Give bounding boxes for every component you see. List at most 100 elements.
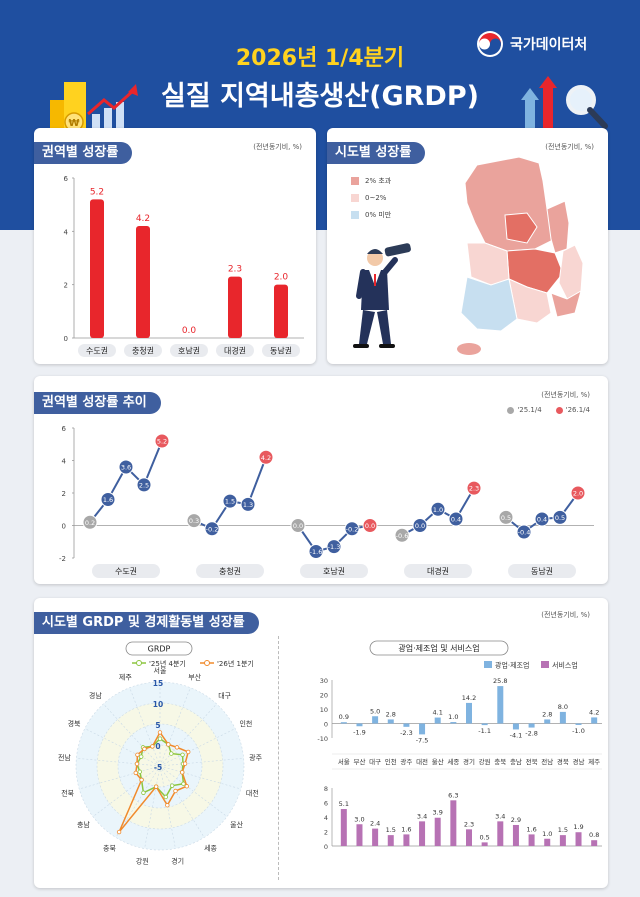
data-point bbox=[290, 518, 306, 533]
radar-tick-label: 10 bbox=[153, 700, 163, 709]
data-label: 1.0 bbox=[433, 506, 443, 514]
bar bbox=[90, 199, 104, 338]
data-label: 2.3 bbox=[469, 485, 479, 493]
category-pill bbox=[262, 344, 300, 357]
bar bbox=[356, 824, 363, 846]
data-point bbox=[552, 509, 568, 525]
coins-growth-illustration: ₩ bbox=[50, 82, 138, 134]
data-label: 0.4 bbox=[537, 516, 547, 524]
data-label: 0.8 bbox=[589, 831, 599, 839]
category-label: 대경권 bbox=[427, 566, 449, 576]
data-label: 0.0 bbox=[415, 522, 425, 530]
radar-point bbox=[137, 769, 143, 774]
radar-point bbox=[182, 761, 188, 766]
bar bbox=[544, 838, 551, 846]
legend-item: '25.1/4 bbox=[507, 406, 542, 414]
bar bbox=[228, 276, 242, 338]
radar-spoke bbox=[159, 757, 244, 767]
taegeuk-logo-icon bbox=[477, 31, 503, 57]
legend-marker bbox=[204, 660, 210, 666]
category-label: 대전 bbox=[416, 757, 428, 766]
legend-swatch-over2 bbox=[351, 177, 359, 185]
data-point bbox=[204, 521, 220, 537]
data-label: 0.2 bbox=[85, 519, 95, 527]
radar-point bbox=[133, 770, 138, 776]
bar bbox=[274, 284, 288, 338]
radar-point bbox=[166, 742, 171, 747]
section-title: 권역별 성장률 추이 bbox=[34, 392, 161, 414]
radar-spoke bbox=[115, 765, 161, 838]
radar-point bbox=[169, 751, 174, 756]
data-label: 14.2 bbox=[462, 694, 476, 702]
data-label: 2.3 bbox=[464, 820, 474, 828]
data-label: -1.6 bbox=[310, 548, 323, 556]
category-label: 충북 bbox=[494, 757, 506, 766]
data-point bbox=[222, 493, 238, 509]
legend-label: 0% 미만 bbox=[365, 211, 392, 219]
data-point bbox=[534, 511, 550, 527]
data-label: 1.5 bbox=[558, 826, 568, 834]
unit-label: (전년동기비, %) bbox=[253, 143, 302, 151]
bar bbox=[434, 717, 441, 724]
region-growth-card: 권역별 성장률 (전년동기비, %) 0 2 4 6 5.2 수도권 4.2 충청권 0.0 호남… bbox=[34, 128, 316, 364]
y-tick-label: 4 bbox=[64, 228, 69, 236]
legend-swatch-under0 bbox=[351, 211, 359, 219]
legend-marker bbox=[136, 660, 142, 666]
data-point bbox=[240, 496, 256, 512]
bar bbox=[387, 719, 394, 724]
category-label: 제주 bbox=[588, 758, 600, 766]
data-label: -4.1 bbox=[510, 731, 523, 739]
data-label: 2.0 bbox=[274, 273, 289, 283]
bar bbox=[575, 832, 582, 846]
data-point bbox=[344, 521, 360, 537]
bar bbox=[340, 809, 347, 846]
legend-marker bbox=[555, 406, 563, 414]
category-label: 충남 bbox=[510, 757, 522, 766]
data-label: -0.4 bbox=[518, 529, 531, 537]
legend-label: 2% 초과 bbox=[365, 177, 392, 185]
data-label: 3.0 bbox=[354, 815, 364, 823]
category-label: 경남 bbox=[573, 757, 585, 766]
magnifier-icon bbox=[566, 85, 608, 129]
data-label: 2.9 bbox=[511, 816, 521, 824]
province-detail-card: 시도별 GRDP 및 경제활동별 성장률 (전년동기비, %) GRDP '25년… bbox=[34, 598, 608, 888]
y-tick-label: 2 bbox=[64, 282, 68, 290]
title-line1: 2026년 1/4분기 bbox=[235, 46, 405, 71]
data-point bbox=[362, 518, 378, 533]
data-label: 1.0 bbox=[448, 713, 458, 721]
data-label: -0.2 bbox=[346, 525, 359, 533]
radar-axis-label: 전북 bbox=[61, 788, 74, 797]
radar-point bbox=[181, 781, 186, 786]
bar bbox=[136, 226, 150, 338]
radar-axis-label: 충남 bbox=[77, 820, 90, 829]
radar-axis-label: 부산 bbox=[188, 672, 201, 681]
data-label: 4.2 bbox=[261, 454, 271, 462]
data-point bbox=[516, 524, 532, 540]
data-label: 2.0 bbox=[573, 490, 583, 498]
series-line bbox=[89, 440, 163, 523]
radar-point bbox=[153, 784, 159, 789]
legend-label: 광업·제조업 bbox=[495, 662, 529, 670]
data-label: 1.0 bbox=[542, 830, 552, 838]
category-label: 부산 bbox=[353, 757, 365, 766]
data-point bbox=[136, 477, 152, 493]
data-label: 0.0 bbox=[293, 522, 303, 530]
category-label: 전북 bbox=[526, 757, 538, 766]
data-label: 2.8 bbox=[386, 710, 396, 718]
radar-axis-label: 제주 bbox=[119, 673, 132, 681]
category-label: 대구 bbox=[369, 758, 381, 766]
data-label: -0.6 bbox=[396, 532, 409, 540]
category-label: 전남 bbox=[541, 757, 553, 766]
radar-tick-label: 0 bbox=[155, 742, 160, 751]
radar-axis-label: 대전 bbox=[246, 788, 259, 797]
category-label: 경북 bbox=[557, 757, 569, 766]
data-label: -1.3 bbox=[328, 543, 341, 551]
bar bbox=[528, 834, 535, 846]
category-label: 충청권 bbox=[132, 346, 154, 356]
section-title: 시도별 GRDP 및 경제활동별 성장률 bbox=[34, 612, 259, 634]
data-label: 0.9 bbox=[339, 713, 349, 721]
trend-chart: -2 0 2 4 6 0.2 1.6 3.6 2.5 5.2 수도권 0.3 -0.2 1.5 1.3 4.2… bbox=[59, 425, 594, 578]
data-label: 3.6 bbox=[121, 464, 131, 472]
legend-item: 0% 미만 bbox=[351, 207, 391, 224]
radar-point bbox=[180, 752, 185, 757]
